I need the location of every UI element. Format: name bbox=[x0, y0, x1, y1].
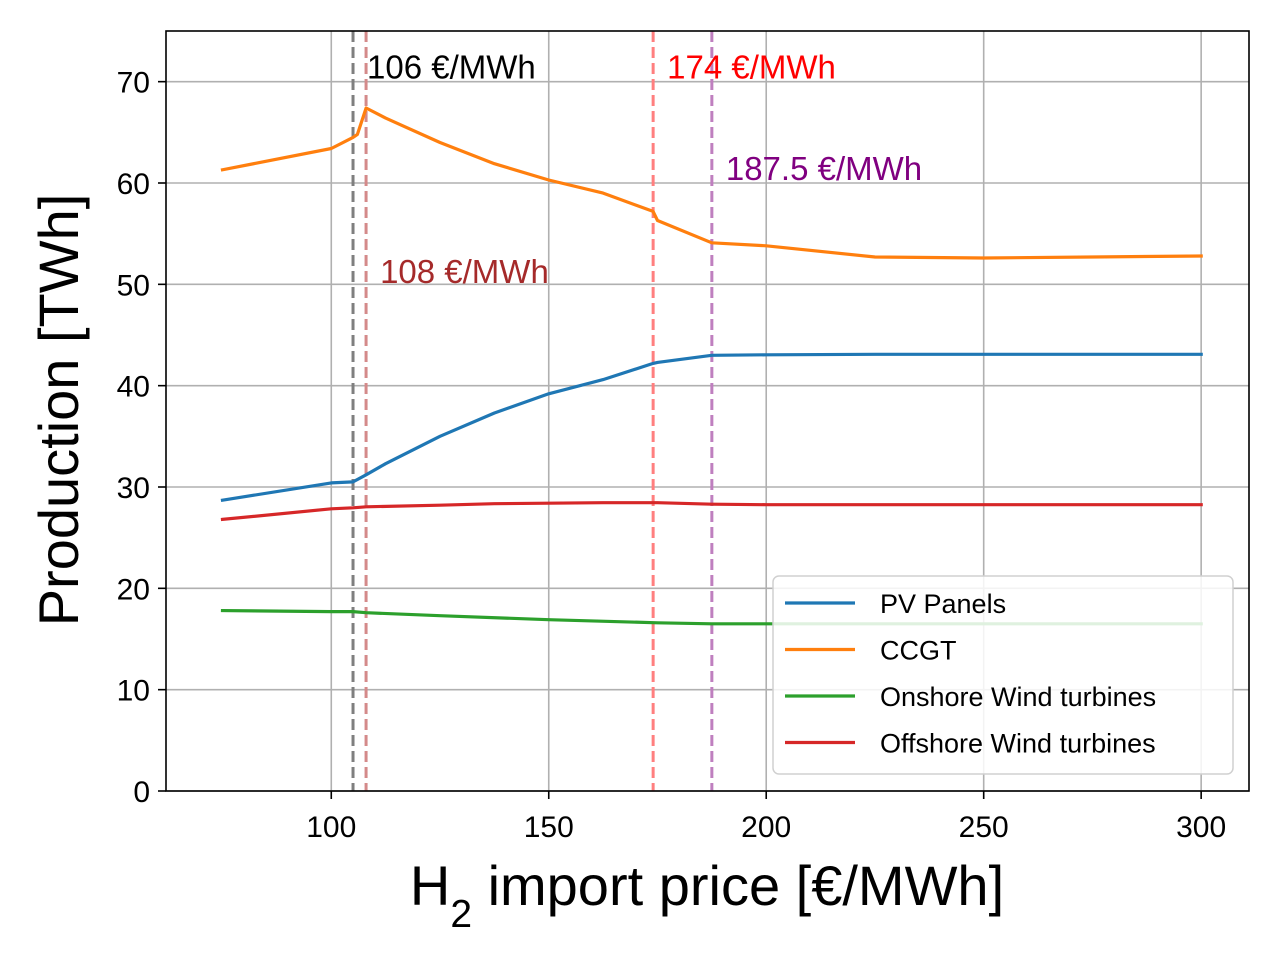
plot-frame bbox=[165, 30, 1250, 792]
legend-label: CCGT bbox=[880, 636, 957, 666]
x-axis-title-rest: import price [€/MWh] bbox=[472, 854, 1004, 917]
legend: PV Panels CCGT Onshore Wind turbines Offsho… bbox=[772, 575, 1234, 775]
y-tick-label: 40 bbox=[117, 371, 150, 404]
threshold-label: 174 €/MWh bbox=[667, 48, 836, 85]
y-tick-label: 30 bbox=[117, 472, 150, 505]
y-tick-label: 20 bbox=[117, 573, 150, 606]
legend-label: Onshore Wind turbines bbox=[880, 682, 1156, 712]
x-axis-title-subscript: 2 bbox=[450, 893, 472, 936]
series-layer bbox=[220, 106, 1203, 626]
legend-label: Offshore Wind turbines bbox=[880, 729, 1156, 759]
y-tick-label: 0 bbox=[133, 776, 150, 809]
series-line bbox=[220, 352, 1203, 503]
x-tick-label: 300 bbox=[1176, 811, 1226, 844]
x-axis-title-main: H bbox=[410, 854, 450, 917]
y-tick-label: 60 bbox=[117, 168, 150, 201]
x-axis-title: H2 import price [€/MWh] bbox=[410, 854, 1004, 936]
x-tick-label: 200 bbox=[741, 811, 791, 844]
series-line bbox=[220, 501, 1203, 522]
y-tick-label: 50 bbox=[117, 269, 150, 302]
y-axis-title: Production [TWh] bbox=[27, 194, 90, 627]
vline-layer bbox=[351, 31, 714, 791]
y-tick-label: 10 bbox=[117, 675, 150, 708]
threshold-label: 108 €/MWh bbox=[380, 253, 549, 290]
x-tick-label: 100 bbox=[306, 811, 356, 844]
threshold-label: 187.5 €/MWh bbox=[726, 150, 922, 187]
legend-label: PV Panels bbox=[880, 589, 1006, 619]
series-line bbox=[220, 106, 1203, 260]
y-tick-label: 70 bbox=[117, 67, 150, 100]
annotation-layer: 106 €/MWh 108 €/MWh 174 €/MWh 187.5 €/MWh bbox=[367, 48, 922, 290]
legend-box bbox=[772, 575, 1234, 775]
threshold-label: 106 €/MWh bbox=[367, 48, 536, 85]
tick-layer: 100 150 200 250 300 0 10 20 30 40 50 60 70 bbox=[117, 67, 1227, 844]
x-tick-label: 150 bbox=[524, 811, 574, 844]
x-tick-label: 250 bbox=[959, 811, 1009, 844]
